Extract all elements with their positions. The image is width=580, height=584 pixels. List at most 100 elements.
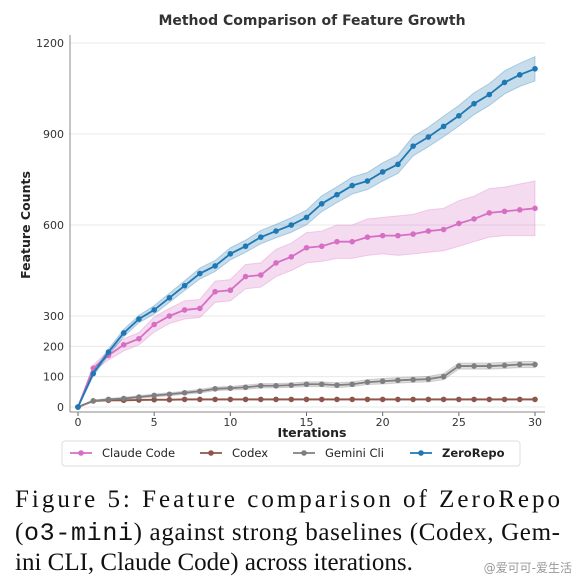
data-point xyxy=(288,396,295,403)
data-point xyxy=(410,143,416,149)
y-axis-label: Feature Counts xyxy=(18,171,33,279)
data-point xyxy=(242,396,249,403)
data-point xyxy=(242,243,249,250)
data-point xyxy=(227,385,234,391)
data-point xyxy=(456,396,462,403)
data-point xyxy=(90,365,97,371)
data-point xyxy=(349,381,356,388)
data-point xyxy=(303,381,310,388)
data-point xyxy=(303,244,310,251)
data-point xyxy=(486,210,493,216)
data-point xyxy=(90,370,97,377)
data-point xyxy=(303,396,310,403)
data-point xyxy=(258,382,264,389)
data-point xyxy=(440,396,447,403)
data-point xyxy=(136,394,142,400)
data-point xyxy=(151,321,157,328)
data-point xyxy=(516,207,523,213)
data-point xyxy=(166,295,173,301)
data-point xyxy=(425,376,432,382)
data-point xyxy=(273,382,279,389)
data-point xyxy=(532,65,538,72)
data-point xyxy=(456,363,462,369)
data-point xyxy=(273,396,279,403)
data-point xyxy=(349,182,356,189)
data-point xyxy=(227,396,234,403)
chart-title: Method Comparison of Feature Growth xyxy=(158,13,465,29)
data-point xyxy=(197,388,203,395)
data-point xyxy=(456,220,462,227)
data-point xyxy=(166,391,173,398)
legend-label: Gemini Cli xyxy=(325,446,384,460)
legend-label: ZeroRepo xyxy=(442,446,505,460)
data-point xyxy=(318,381,325,388)
data-point xyxy=(349,396,356,403)
data-point xyxy=(516,396,523,403)
data-point xyxy=(395,396,401,403)
data-point xyxy=(379,378,386,385)
legend-box xyxy=(61,440,521,467)
data-point xyxy=(75,404,81,410)
data-point xyxy=(379,169,386,175)
legend-marker xyxy=(418,450,424,456)
data-point xyxy=(288,254,295,260)
legend-marker xyxy=(301,450,307,456)
data-point xyxy=(212,288,218,295)
data-point xyxy=(136,335,142,342)
data-point xyxy=(288,382,295,388)
y-tick-label: 600 xyxy=(43,219,64,232)
data-point xyxy=(258,234,264,240)
data-point xyxy=(364,379,371,385)
data-point xyxy=(501,208,508,215)
x-tick-label: 10 xyxy=(223,416,237,429)
data-point xyxy=(516,361,523,368)
data-point xyxy=(456,113,462,119)
data-point xyxy=(105,349,112,355)
data-point xyxy=(242,273,249,280)
data-point xyxy=(303,214,310,221)
x-tick-label: 0 xyxy=(75,416,82,429)
x-tick-label: 15 xyxy=(300,416,314,429)
data-point xyxy=(486,91,493,98)
data-point xyxy=(120,395,127,402)
data-point xyxy=(288,222,295,228)
data-point xyxy=(425,134,432,140)
data-point xyxy=(349,238,356,245)
data-point xyxy=(395,232,401,239)
data-point xyxy=(425,228,432,234)
watermark: @爱可可-爱生活 xyxy=(484,561,572,575)
data-point xyxy=(318,243,325,250)
data-point xyxy=(471,396,477,403)
data-point xyxy=(181,307,188,313)
data-point xyxy=(151,392,157,399)
data-point xyxy=(258,272,264,278)
legend-marker xyxy=(78,450,84,456)
y-tick-label: 100 xyxy=(43,371,64,384)
x-tick-label: 30 xyxy=(528,416,542,429)
data-point xyxy=(120,330,127,336)
data-point xyxy=(334,238,340,245)
data-point xyxy=(151,307,157,313)
y-tick-label: 900 xyxy=(43,128,64,141)
data-point xyxy=(440,373,447,380)
data-point xyxy=(273,260,279,266)
data-point xyxy=(395,161,401,168)
legend-label: Claude Code xyxy=(102,446,175,460)
data-point xyxy=(334,191,340,198)
data-point xyxy=(212,396,218,403)
data-point xyxy=(166,313,173,319)
data-point xyxy=(334,396,340,403)
data-point xyxy=(181,396,188,403)
data-point xyxy=(410,231,416,237)
data-point xyxy=(532,361,538,368)
data-point xyxy=(395,377,401,384)
data-point xyxy=(471,363,477,369)
data-point xyxy=(364,396,371,403)
data-point xyxy=(410,376,416,383)
data-point xyxy=(242,384,249,391)
y-tick-label: 1200 xyxy=(36,37,64,50)
data-point xyxy=(501,396,508,403)
caption-line: Figure 5: Feature comparison of ZeroRepo xyxy=(15,486,560,513)
